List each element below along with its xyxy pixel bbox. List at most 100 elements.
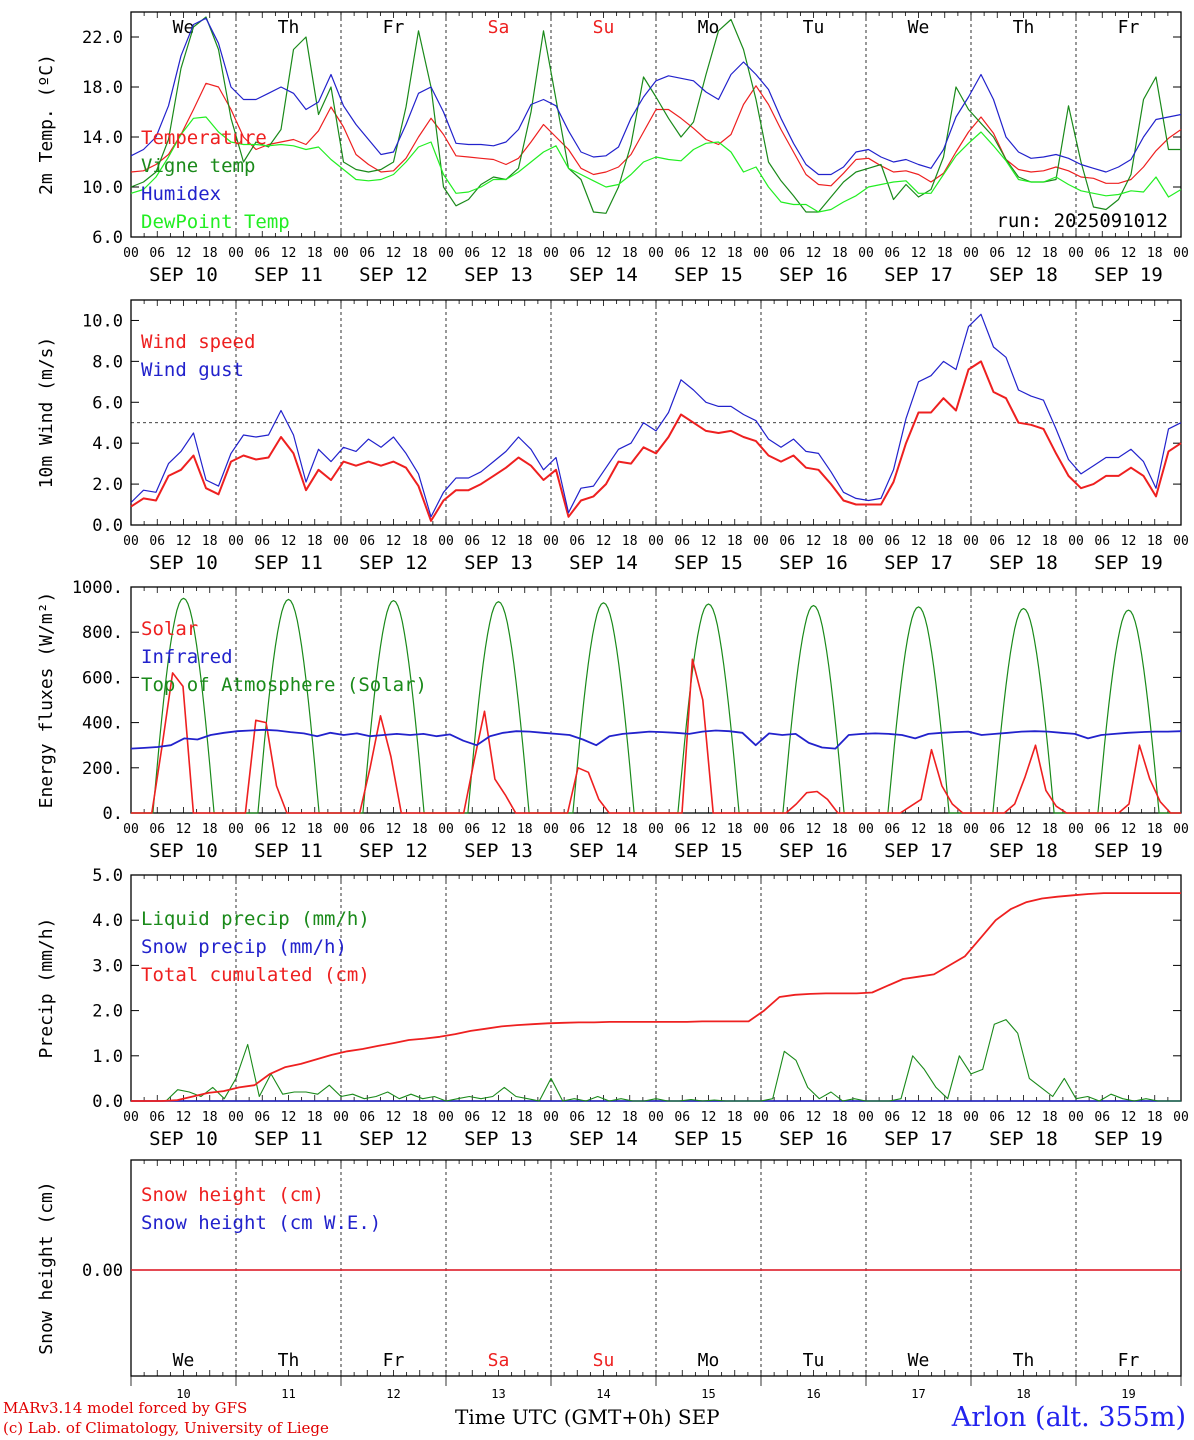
hour-tick-label: 18 [622, 1110, 638, 1125]
hour-tick-label: 12 [806, 1110, 822, 1125]
hour-tick-label: 00 [333, 246, 349, 261]
hour-tick-label: 12 [1121, 1110, 1137, 1125]
date-label: SEP 19 [1094, 840, 1163, 862]
date-label: SEP 10 [149, 552, 218, 574]
hour-tick-label: 06 [989, 822, 1005, 837]
hour-tick-label: 18 [727, 1110, 743, 1125]
hour-tick-label: 12 [1016, 534, 1032, 549]
y-axis-title: 2m Temp. (ºC) [36, 54, 57, 195]
hour-tick-label: 06 [359, 534, 375, 549]
series-line-wind-speed [130, 360, 1182, 522]
date-label: SEP 10 [149, 840, 218, 862]
hour-tick-label: 06 [254, 534, 270, 549]
hour-tick-label: 06 [884, 246, 900, 261]
weekday-label: Tu [803, 1350, 825, 1371]
hour-tick-label: 00 [333, 822, 349, 837]
series-line-dewpoint-temp [130, 116, 1182, 213]
hour-tick-label: 18 [832, 822, 848, 837]
legend-infrared: Infrared [141, 646, 233, 668]
day-number-label: 13 [491, 1387, 505, 1400]
hour-tick-label: 18 [727, 534, 743, 549]
hour-tick-label: 18 [517, 822, 533, 837]
hour-tick-label: 00 [858, 246, 874, 261]
hour-tick-label: 18 [517, 1110, 533, 1125]
hour-tick-label: 00 [543, 534, 559, 549]
hour-tick-label: 06 [884, 534, 900, 549]
y-tick-label: 14.0 [82, 128, 123, 148]
y-tick-label: 1.0 [92, 1047, 123, 1067]
date-label: SEP 18 [989, 552, 1058, 574]
hour-tick-label: 00 [543, 822, 559, 837]
legend-top-of-atmosphere-solar-: Top of Atmosphere (Solar) [141, 674, 427, 696]
hour-tick-label: 12 [281, 822, 297, 837]
hour-tick-label: 12 [701, 1110, 717, 1125]
hour-tick-label: 18 [937, 246, 953, 261]
y-tick-label: 10.0 [82, 311, 123, 331]
hour-tick-label: 18 [832, 1110, 848, 1125]
hour-tick-label: 18 [1147, 1110, 1163, 1125]
hour-tick-label: 06 [254, 822, 270, 837]
series-line-total-cumulated [131, 892, 1181, 1102]
weekday-label: We [173, 1350, 195, 1371]
day-number-label: 12 [386, 1387, 400, 1400]
date-label: SEP 13 [464, 552, 533, 574]
hour-tick-label: 12 [1016, 822, 1032, 837]
day-number-label: 10 [176, 1387, 190, 1400]
hour-tick-label: 18 [202, 246, 218, 261]
y-tick-label: 2.0 [92, 1002, 123, 1022]
hour-tick-label: 12 [911, 822, 927, 837]
hour-tick-label: 00 [543, 246, 559, 261]
hour-tick-label: 06 [569, 534, 585, 549]
hour-tick-label: 06 [464, 246, 480, 261]
series-line-wind-gust [130, 313, 1182, 518]
legend-vigne-temp: Vigne temp [141, 155, 255, 177]
hour-tick-label: 18 [202, 534, 218, 549]
legend-dewpoint-temp: DewPoint Temp [141, 211, 290, 233]
hour-tick-label: 18 [622, 534, 638, 549]
hour-tick-label: 12 [176, 822, 192, 837]
hour-tick-label: 12 [176, 1110, 192, 1125]
hour-tick-label: 06 [569, 246, 585, 261]
series-line-solar [131, 658, 1181, 814]
hour-tick-label: 12 [806, 822, 822, 837]
hour-tick-label: 12 [386, 246, 402, 261]
hour-tick-label: 12 [281, 1110, 297, 1125]
hour-tick-label: 06 [989, 1110, 1005, 1125]
day-number-label: 11 [281, 1387, 295, 1400]
hour-tick-label: 12 [1016, 1110, 1032, 1125]
hour-tick-label: 06 [884, 1110, 900, 1125]
weekday-label: Sa [488, 17, 510, 38]
y-tick-label: 4.0 [92, 434, 123, 454]
lab-credit: (c) Lab. of Climatology, University of L… [3, 1419, 329, 1437]
hour-tick-label: 12 [911, 1110, 927, 1125]
y-tick-label: 8.0 [92, 352, 123, 372]
hour-tick-label: 00 [333, 1110, 349, 1125]
y-tick-label: 6.0 [92, 228, 123, 248]
hour-tick-label: 00 [438, 246, 454, 261]
date-label: SEP 16 [779, 264, 848, 286]
date-label: SEP 15 [674, 840, 743, 862]
hour-tick-label: 18 [412, 822, 428, 837]
hour-tick-label: 18 [1147, 822, 1163, 837]
y-tick-label: 800. [82, 623, 123, 643]
date-label: SEP 17 [884, 264, 953, 286]
y-axis-title: Precip (mm/h) [36, 918, 57, 1059]
hour-tick-label: 18 [937, 1110, 953, 1125]
hour-tick-label: 00 [1173, 246, 1189, 261]
hour-tick-label: 00 [858, 1110, 874, 1125]
legend-temperature: Temperature [141, 127, 267, 149]
weekday-label: Su [593, 17, 615, 38]
hour-tick-label: 12 [1121, 534, 1137, 549]
hour-tick-label: 00 [333, 534, 349, 549]
hour-tick-label: 12 [491, 534, 507, 549]
hour-tick-label: 00 [543, 1110, 559, 1125]
date-label: SEP 17 [884, 1128, 953, 1150]
hour-tick-label: 18 [937, 822, 953, 837]
hour-tick-label: 12 [806, 246, 822, 261]
weekday-label: We [173, 17, 195, 38]
date-label: SEP 16 [779, 1128, 848, 1150]
date-label: SEP 17 [884, 840, 953, 862]
hour-tick-label: 12 [176, 534, 192, 549]
hour-tick-label: 12 [491, 1110, 507, 1125]
meteogram-chart: 00 06 12 18 00 06 12 18 00 06 12 18 00 06 12 18 00 06 12 18… [36, 11, 1189, 1400]
